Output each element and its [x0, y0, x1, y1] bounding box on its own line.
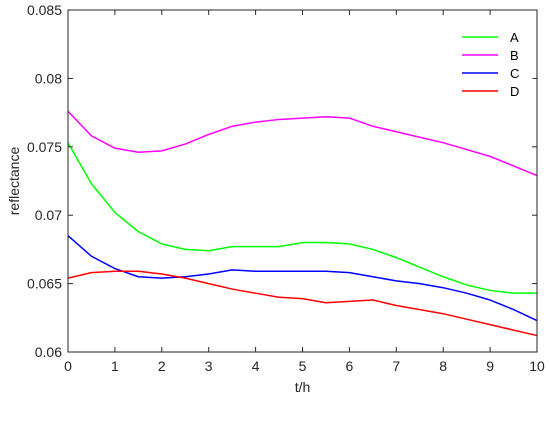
- y-tick-label: 0.075: [27, 139, 62, 155]
- legend-label-a: A: [510, 30, 519, 45]
- y-axis-title: reflectance: [6, 147, 22, 216]
- y-tick-label: 0.085: [27, 2, 62, 18]
- x-tick-label: 10: [529, 358, 545, 374]
- x-tick-label: 9: [486, 358, 494, 374]
- legend-box: [454, 23, 533, 99]
- series-line-c: [67, 235, 538, 322]
- x-tick-label: 7: [392, 358, 400, 374]
- x-tick-label: 0: [64, 358, 72, 374]
- x-tick-label: 4: [252, 358, 260, 374]
- y-tick-label: 0.065: [27, 276, 62, 292]
- legend-label-d: D: [510, 84, 519, 99]
- x-axis-title: t/h: [295, 379, 311, 395]
- x-tick-label: 6: [346, 358, 354, 374]
- x-tick-label: 2: [158, 358, 166, 374]
- x-tick-label: 5: [299, 358, 307, 374]
- x-axis: 0 1 2 3 4 5 6 7 8 9 10: [64, 10, 545, 374]
- x-tick-label: 3: [205, 358, 213, 374]
- y-tick-label: 0.07: [35, 207, 62, 223]
- series-line-b: [67, 110, 538, 177]
- x-tick-label: 1: [111, 358, 119, 374]
- series-line-d: [67, 270, 538, 337]
- series-line-a: [67, 142, 537, 294]
- y-tick-label: 0.06: [35, 344, 62, 360]
- y-axis: 0.06 0.065 0.07 0.075 0.08 0.085: [27, 2, 537, 360]
- series-layer: [67, 110, 538, 337]
- legend-label-b: B: [510, 48, 519, 63]
- x-tick-label: 8: [439, 358, 447, 374]
- legend-label-c: C: [510, 66, 519, 81]
- y-tick-label: 0.08: [35, 70, 62, 86]
